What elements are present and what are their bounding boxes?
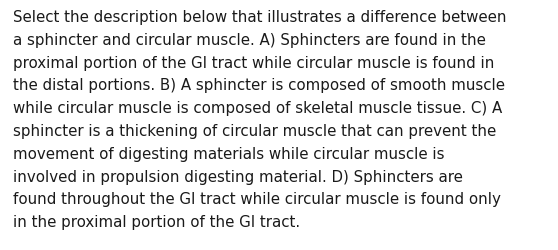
Text: Select the description below that illustrates a difference between: Select the description below that illust…: [13, 10, 507, 25]
Text: a sphincter and circular muscle. A) Sphincters are found in the: a sphincter and circular muscle. A) Sphi…: [13, 33, 486, 48]
Text: the distal portions. B) A sphincter is composed of smooth muscle: the distal portions. B) A sphincter is c…: [13, 78, 505, 93]
Text: sphincter is a thickening of circular muscle that can prevent the: sphincter is a thickening of circular mu…: [13, 124, 496, 138]
Text: found throughout the GI tract while circular muscle is found only: found throughout the GI tract while circ…: [13, 192, 501, 206]
Text: in the proximal portion of the GI tract.: in the proximal portion of the GI tract.: [13, 214, 300, 229]
Text: proximal portion of the GI tract while circular muscle is found in: proximal portion of the GI tract while c…: [13, 56, 494, 70]
Text: involved in propulsion digesting material. D) Sphincters are: involved in propulsion digesting materia…: [13, 169, 463, 184]
Text: while circular muscle is composed of skeletal muscle tissue. C) A: while circular muscle is composed of ske…: [13, 101, 502, 116]
Text: movement of digesting materials while circular muscle is: movement of digesting materials while ci…: [13, 146, 445, 161]
